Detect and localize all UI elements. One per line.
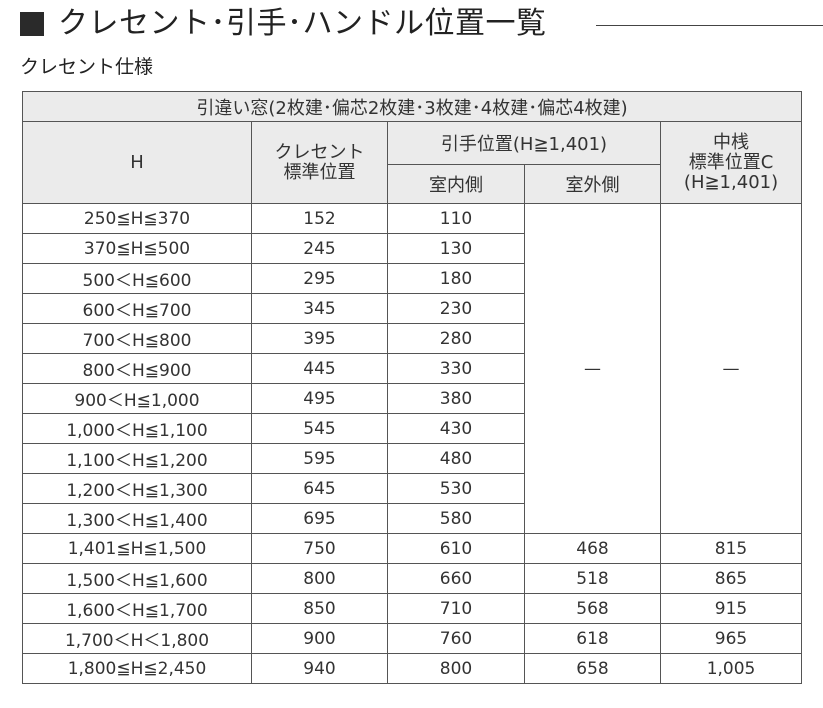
cell-indoor: 330 [387, 353, 525, 384]
cell-crescent: 850 [251, 593, 388, 624]
table-row: 700＜H≦800 395 280 [22, 323, 802, 354]
table-caption: 引違い窓(2枚建･偏芯2枚建･3枚建･4枚建･偏芯4枚建) [21, 91, 803, 122]
table-row: 500＜H≦600 295 180 [22, 263, 802, 294]
cell-h: 1,600＜H≦1,700 [22, 593, 252, 624]
table-row: 1,800≦H≦2,450 940 800 658 1,005 [22, 653, 803, 684]
cell-h: 900＜H≦1,000 [22, 383, 252, 414]
cell-crescent: 645 [251, 473, 388, 504]
page-header: クレセント･引手･ハンドル位置一覧 [20, 4, 823, 44]
cell-outdoor: 568 [524, 593, 661, 624]
header-indoor: 室内側 [387, 164, 525, 204]
cell-outdoor-dash: — [524, 203, 661, 534]
cell-mid: 1,005 [659, 653, 803, 684]
cell-crescent: 595 [251, 443, 388, 474]
cell-crescent: 445 [251, 353, 388, 384]
title-square-icon [20, 12, 44, 36]
cell-h: 1,000＜H≦1,100 [22, 413, 252, 444]
header-crescent-line1: クレセント [274, 141, 365, 163]
cell-crescent: 245 [251, 233, 388, 264]
cell-h: 370≦H≦500 [22, 233, 252, 264]
cell-outdoor: 468 [524, 533, 661, 564]
cell-indoor: 580 [387, 503, 525, 534]
cell-outdoor: 518 [524, 563, 661, 594]
cell-crescent: 395 [251, 323, 388, 354]
table-row: 1,401≦H≦1,500 750 610 468 815 [22, 533, 803, 564]
cell-h: 1,200＜H≦1,300 [22, 473, 252, 504]
cell-h: 1,800≦H≦2,450 [22, 653, 252, 684]
cell-crescent: 695 [251, 503, 388, 534]
table-row: 370≦H≦500 245 130 [22, 233, 802, 264]
cell-h: 1,500＜H≦1,600 [22, 563, 252, 594]
cell-h: 800＜H≦900 [22, 353, 252, 384]
cell-h: 600＜H≦700 [22, 293, 252, 324]
cell-h: 1,300＜H≦1,400 [22, 503, 252, 534]
cell-indoor: 230 [387, 293, 525, 324]
cell-indoor: 130 [387, 233, 525, 264]
header-crescent: クレセント 標準位置 [251, 121, 388, 204]
cell-mid: 965 [659, 623, 803, 654]
table-row: 600＜H≦700 345 230 [22, 293, 802, 324]
cell-mid-dash: — [659, 203, 803, 534]
cell-crescent: 345 [251, 293, 388, 324]
cell-indoor: 110 [387, 203, 525, 234]
cell-indoor: 710 [387, 593, 525, 624]
table-row: 1,700＜H＜1,800 900 760 618 965 [22, 623, 803, 654]
cell-indoor: 530 [387, 473, 525, 504]
table-row: 1,600＜H≦1,700 850 710 568 915 [22, 593, 803, 624]
cell-indoor: 480 [387, 443, 525, 474]
cell-crescent: 295 [251, 263, 388, 294]
cell-crescent: 940 [251, 653, 388, 684]
cell-crescent: 545 [251, 413, 388, 444]
table-row: 1,100＜H≦1,200 595 480 [22, 443, 802, 474]
cell-h: 500＜H≦600 [22, 263, 252, 294]
position-table: 引違い窓(2枚建･偏芯2枚建･3枚建･4枚建･偏芯4枚建) H クレセント 標準… [21, 91, 803, 684]
table-row: 1,200＜H≦1,300 645 530 [22, 473, 802, 504]
cell-indoor: 180 [387, 263, 525, 294]
cell-h: 1,100＜H≦1,200 [22, 443, 252, 474]
cell-indoor: 430 [387, 413, 525, 444]
cell-crescent: 495 [251, 383, 388, 414]
table-row: 1,000＜H≦1,100 545 430 [22, 413, 802, 444]
cell-indoor: 610 [387, 533, 525, 564]
cell-mid: 815 [659, 533, 803, 564]
header-crescent-line2: 標準位置 [283, 161, 356, 183]
header-mid-rail: 中桟 標準位置C (H≧1,401) [659, 121, 803, 204]
header-mid-line2: 標準位置C [688, 151, 774, 173]
cell-indoor: 760 [387, 623, 525, 654]
cell-indoor: 380 [387, 383, 525, 414]
section-subtitle: クレセント仕様 [20, 56, 154, 78]
cell-crescent: 800 [251, 563, 388, 594]
table-row: 1,300＜H≦1,400 695 580 [22, 503, 802, 534]
cell-h: 700＜H≦800 [22, 323, 252, 354]
table-row: 1,500＜H≦1,600 800 660 518 865 [22, 563, 803, 594]
table-row: 900＜H≦1,000 495 380 [22, 383, 802, 414]
cell-h: 1,700＜H＜1,800 [22, 623, 252, 654]
header-mid-line3: (H≧1,401) [683, 171, 779, 193]
cell-outdoor: 618 [524, 623, 661, 654]
cell-mid: 915 [659, 593, 803, 624]
header-mid-line1: 中桟 [713, 131, 750, 153]
cell-mid: 865 [659, 563, 803, 594]
cell-h: 1,401≦H≦1,500 [22, 533, 252, 564]
cell-crescent: 750 [251, 533, 388, 564]
table-row: 250≦H≦370 152 110 — — [22, 203, 803, 534]
cell-h: 250≦H≦370 [22, 203, 252, 234]
cell-crescent: 900 [251, 623, 388, 654]
cell-indoor: 660 [387, 563, 525, 594]
header-h: H [22, 121, 252, 204]
header-outdoor: 室外側 [524, 164, 661, 204]
header-handle-group: 引手位置(H≧1,401) [387, 121, 661, 165]
cell-indoor: 800 [387, 653, 525, 684]
title-rule [596, 25, 823, 26]
cell-crescent: 152 [251, 203, 388, 234]
cell-outdoor: 658 [524, 653, 661, 684]
page-title: クレセント･引手･ハンドル位置一覧 [58, 6, 547, 41]
table-row: 800＜H≦900 445 330 [22, 353, 802, 384]
cell-indoor: 280 [387, 323, 525, 354]
